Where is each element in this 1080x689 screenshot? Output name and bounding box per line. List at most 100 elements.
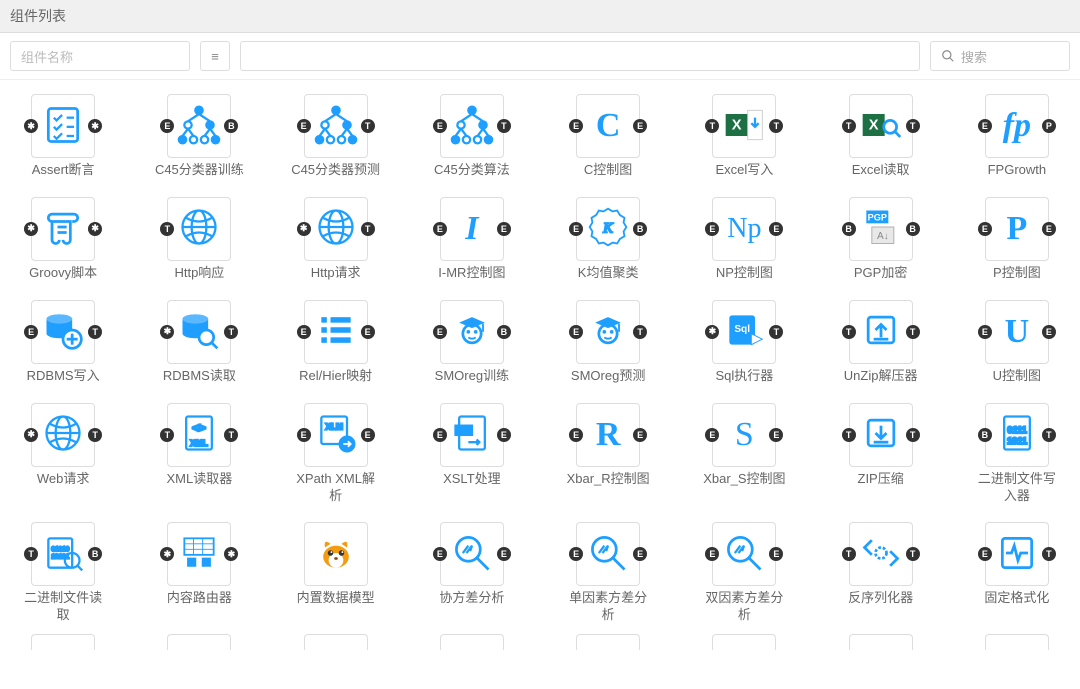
port-right-E: E [361, 325, 375, 339]
component-item[interactable]: E T C45分类器预测 [283, 94, 389, 179]
pulse-icon [995, 531, 1039, 578]
port-right-E: E [361, 428, 375, 442]
component-icon-box: T [167, 197, 231, 261]
partial-item [146, 634, 252, 650]
search-input[interactable]: 搜索 [930, 41, 1070, 71]
component-item[interactable]: T T 反序列化器 [828, 522, 934, 624]
svg-text:X: X [868, 117, 878, 133]
component-name-input[interactable]: 组件名称 [10, 41, 190, 71]
component-item[interactable]: E B SMOreg训练 [419, 300, 525, 385]
component-item[interactable]: T X T Excel写入 [691, 94, 797, 179]
port-left-T: T [160, 222, 174, 236]
component-item[interactable]: ✱ Sql T Sql执行器 [691, 300, 797, 385]
component-label: 二进制文件写入器 [972, 471, 1062, 505]
excel-search-icon: X [859, 103, 903, 150]
partial-icon-box [167, 634, 231, 650]
component-item[interactable]: B 01111011 T 二进制文件写入器 [964, 403, 1070, 505]
component-item[interactable]: E T C45分类算法 [419, 94, 525, 179]
component-item[interactable]: E P E P控制图 [964, 197, 1070, 282]
component-item[interactable]: E XLM E XPath XML解析 [283, 403, 389, 505]
component-item[interactable]: E I E I-MR控制图 [419, 197, 525, 282]
component-icon-box: E I E [440, 197, 504, 261]
component-item[interactable]: T Http响应 [146, 197, 252, 282]
component-item[interactable]: T T ZIP压缩 [828, 403, 934, 505]
component-label: SMOreg预测 [571, 368, 645, 385]
component-item[interactable]: E E Rel/Hier映射 [283, 300, 389, 385]
port-right-T: T [88, 428, 102, 442]
port-left-E: E [978, 325, 992, 339]
partial-icon-box [712, 634, 776, 650]
mag-arrow-icon [450, 531, 494, 578]
component-item[interactable]: E T 固定格式化 [964, 522, 1070, 624]
component-item[interactable]: E XSL E XSLT处理 [419, 403, 525, 505]
component-item[interactable]: ✱ ✱ Groovy脚本 [10, 197, 116, 282]
component-item[interactable]: 内置数据模型 [283, 522, 389, 624]
component-item[interactable]: ✱ T Web请求 [10, 403, 116, 505]
partial-icon-box [576, 634, 640, 650]
component-item[interactable]: E E 单因素方差分析 [555, 522, 661, 624]
component-item[interactable]: E E 协方差分析 [419, 522, 525, 624]
component-item[interactable]: E K B K均值聚类 [555, 197, 661, 282]
component-item[interactable]: T </>XML T XML读取器 [146, 403, 252, 505]
component-icon-box: E B [440, 300, 504, 364]
component-label: 单因素方差分析 [563, 590, 653, 624]
partial-icon-box [31, 634, 95, 650]
component-icon-box: T X T [849, 94, 913, 158]
toolbar: 组件名称 ≡ 搜索 [0, 33, 1080, 80]
component-label: 二进制文件读取 [18, 590, 108, 624]
component-item[interactable]: E R E Xbar_R控制图 [555, 403, 661, 505]
component-label: Xbar_S控制图 [703, 471, 785, 488]
component-icon-box: E XSL E [440, 403, 504, 467]
component-item[interactable]: B PGPA↓ B PGP加密 [828, 197, 934, 282]
globe-icon [314, 205, 358, 252]
component-item[interactable]: E E 双因素方差分析 [691, 522, 797, 624]
component-item[interactable]: ✱ T Http请求 [283, 197, 389, 282]
component-item[interactable]: T T UnZip解压器 [828, 300, 934, 385]
tree-icon [314, 103, 358, 150]
component-item[interactable]: E T RDBMS写入 [10, 300, 116, 385]
svg-text:1011: 1011 [1007, 436, 1027, 446]
component-icon-box: T X T [712, 94, 776, 158]
component-item[interactable]: E T SMOreg预测 [555, 300, 661, 385]
component-icon-box: E T [440, 94, 504, 158]
pgp-icon: PGPA↓ [859, 205, 903, 252]
component-icon-box: E P E [985, 197, 1049, 261]
component-item[interactable]: E Np E NP控制图 [691, 197, 797, 282]
component-label: C45分类算法 [434, 162, 510, 179]
component-label: UnZip解压器 [844, 368, 918, 385]
P-icon: P [1006, 210, 1027, 248]
port-left-E: E [297, 428, 311, 442]
port-right-E: E [1042, 325, 1056, 339]
component-item[interactable]: E S E Xbar_S控制图 [691, 403, 797, 505]
component-item[interactable]: E B C45分类器训练 [146, 94, 252, 179]
component-item[interactable]: T X T Excel读取 [828, 94, 934, 179]
port-left-E: E [433, 325, 447, 339]
component-icon-box: ✱ ✱ [167, 522, 231, 586]
port-right-T: T [224, 428, 238, 442]
component-item[interactable]: E U E U控制图 [964, 300, 1070, 385]
xml-icon: </>XML [177, 411, 221, 458]
binary-mag-icon: 0101010101 [41, 531, 85, 578]
component-item[interactable]: T 0101010101 B 二进制文件读取 [10, 522, 116, 624]
xsl-icon: XSL [450, 411, 494, 458]
port-right-B: B [497, 325, 511, 339]
component-label: Rel/Hier映射 [299, 368, 372, 385]
partial-item [828, 634, 934, 650]
component-item[interactable]: ✱ ✱ 内容路由器 [146, 522, 252, 624]
component-item[interactable]: E fp P FPGrowth [964, 94, 1070, 179]
panel-header: 组件列表 [0, 0, 1080, 33]
component-label: XML读取器 [167, 471, 233, 488]
component-item[interactable]: ✱ ✱ Assert断言 [10, 94, 116, 179]
component-icon-box: T T [849, 522, 913, 586]
partial-icon-box [304, 634, 368, 650]
component-item[interactable]: E C E C控制图 [555, 94, 661, 179]
port-left-E: E [569, 222, 583, 236]
globe-icon [177, 205, 221, 252]
partial-icon-box [440, 634, 504, 650]
port-left-star: ✱ [297, 222, 311, 236]
component-item[interactable]: ✱ T RDBMS读取 [146, 300, 252, 385]
svg-text:X: X [732, 117, 742, 133]
menu-button[interactable]: ≡ [200, 41, 230, 71]
tree-icon [177, 103, 221, 150]
port-right-E: E [497, 547, 511, 561]
